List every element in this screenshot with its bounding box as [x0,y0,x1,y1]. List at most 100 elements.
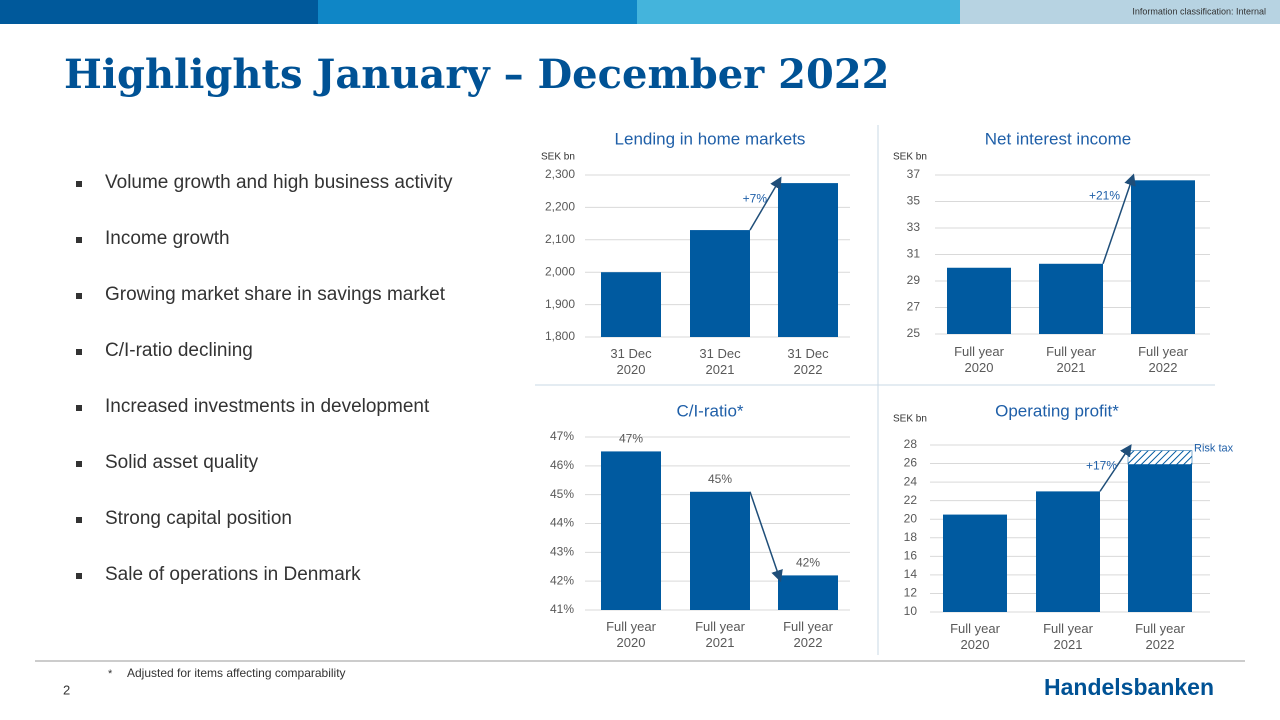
bullet-marker [76,517,82,523]
y-tick-label: 44% [550,516,574,530]
logo: Handelsbanken [1044,674,1214,700]
y-tick-label: 18 [904,530,918,544]
bullet-marker [76,237,82,243]
annotation: +7% [743,191,768,205]
bar [1131,180,1195,334]
unit-label: SEK bn [541,152,575,163]
unit-label: SEK bn [893,414,927,425]
x-tick-label: Full year 2021 [695,619,745,650]
bar [601,451,661,610]
band [637,0,960,24]
bullet-text: Income growth [105,228,230,249]
unit-label: SEK bn [893,152,927,163]
change-arrow [1102,173,1136,265]
bullet-text: Sale of operations in Denmark [105,564,361,585]
value-label: 47% [619,432,643,446]
y-tick-label: 16 [904,549,918,563]
x-tick-label: Full year 2020 [954,344,1004,375]
annotation: +17% [1086,459,1117,473]
y-tick-label: 10 [904,604,918,618]
bar [690,491,750,610]
bullet-marker [76,349,82,355]
bullet-marker [76,461,82,467]
x-tick-label: Full year 2022 [1138,344,1188,375]
footnote-mark: * [108,668,113,680]
y-tick-label: 2,000 [545,264,575,278]
y-tick-label: 43% [550,545,574,559]
y-tick-label: 47% [550,429,574,443]
page-title: Highlights January – December 2022 [64,51,890,98]
chart-title: Operating profit* [995,401,1119,420]
bar [1039,263,1103,334]
bar [778,575,838,610]
change-arrow [749,491,783,583]
y-tick-label: 20 [904,511,918,525]
y-tick-label: 41% [550,602,574,616]
x-tick-label: 31 Dec 2022 [787,346,829,377]
y-tick-label: 29 [907,273,921,287]
x-tick-label: Full year 2020 [606,619,656,650]
y-tick-label: 37 [907,167,921,181]
classification: Information classification: Internal [1132,6,1266,16]
y-tick-label: 42% [550,573,574,587]
bar-segment [1127,450,1193,465]
bar [690,230,750,337]
x-tick-label: 31 Dec 2020 [610,346,652,377]
band [960,0,1280,24]
x-tick-label: Full year 2022 [1135,621,1185,652]
value-label: 45% [708,472,732,486]
y-tick-label: 25 [907,326,921,340]
y-tick-label: 33 [907,220,921,234]
bar [1128,464,1192,612]
x-tick-label: Full year 2021 [1046,344,1096,375]
bar [947,267,1011,334]
y-tick-label: 2,300 [545,167,575,181]
y-tick-label: 2,100 [545,232,575,246]
y-tick-label: 22 [904,493,918,507]
y-tick-label: 26 [904,456,918,470]
bar [1036,491,1100,612]
bullet-marker [76,405,82,411]
y-tick-label: 46% [550,458,574,472]
y-tick-label: 1,800 [545,329,575,343]
bar [943,514,1007,612]
change-arrow [1099,444,1132,492]
x-tick-label: Full year 2021 [1043,621,1093,652]
bullet-marker [76,181,82,187]
y-tick-label: 24 [904,474,918,488]
y-tick-label: 35 [907,194,921,208]
bullet-text: Strong capital position [105,508,292,529]
y-tick-label: 1,900 [545,297,575,311]
bullet-text: Volume growth and high business activity [105,172,453,193]
bullet-text: Increased investments in development [105,396,430,417]
y-tick-label: 45% [550,487,574,501]
footnote: Adjusted for items affecting comparabili… [127,666,346,680]
y-tick-label: 12 [904,586,918,600]
annotation: +21% [1089,188,1120,202]
bullet-text: Growing market share in savings market [105,284,446,305]
chart-title: Lending in home markets [615,129,806,148]
chart-title: C/I-ratio* [676,401,743,420]
y-tick-label: 31 [907,247,921,261]
bullet-text: C/I-ratio declining [105,340,253,361]
x-tick-label: Full year 2020 [950,621,1000,652]
page-number: 2 [63,682,70,697]
x-tick-label: Full year 2022 [783,619,833,650]
y-tick-label: 2,200 [545,200,575,214]
bullet-marker [76,293,82,299]
chart-title: Net interest income [985,129,1131,148]
y-tick-label: 14 [904,567,918,581]
value-label: 42% [796,556,820,570]
bullet-marker [76,573,82,579]
band [0,0,318,24]
segment-label: Risk tax [1194,442,1234,454]
bar [778,183,838,337]
y-tick-label: 27 [907,300,921,314]
bullet-text: Solid asset quality [105,452,259,473]
change-arrow [749,176,782,231]
band [318,0,637,24]
y-tick-label: 28 [904,437,918,451]
bar [601,272,661,337]
